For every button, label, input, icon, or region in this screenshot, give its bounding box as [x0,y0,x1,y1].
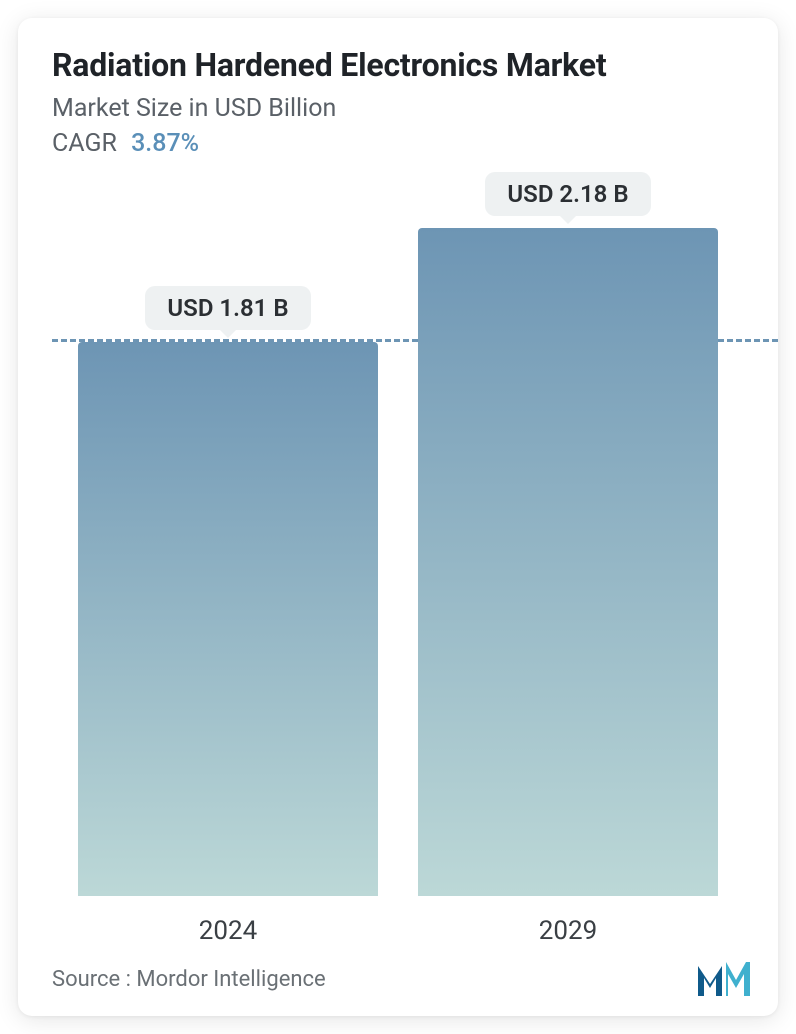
mordor-logo-icon [696,960,752,998]
chart-card: Radiation Hardened Electronics Market Ma… [18,18,778,1016]
cagr-label: CAGR [52,129,117,158]
value-pill-0: USD 1.81 B [145,286,310,330]
bar-slot-0: USD 1.81 B [78,228,378,896]
chart-area: USD 1.81 B USD 2.18 B [18,228,778,896]
chart-title: Radiation Hardened Electronics Market [18,46,778,94]
source-text: Source : Mordor Intelligence [52,967,326,992]
value-pill-1: USD 2.18 B [485,172,650,216]
chart-subtitle: Market Size in USD Billion [18,94,778,129]
x-label-1: 2029 [418,916,718,946]
x-axis-labels: 2024 2029 [18,916,778,946]
bar-0 [78,342,378,896]
chart-footer: Source : Mordor Intelligence [52,960,752,998]
x-label-0: 2024 [78,916,378,946]
cagr-value: 3.87% [131,129,199,158]
cagr-row: CAGR 3.87% [18,129,778,158]
bar-slot-1: USD 2.18 B [418,228,718,896]
source-prefix: Source : [52,967,136,992]
bars-container: USD 1.81 B USD 2.18 B [18,228,778,896]
source-name: Mordor Intelligence [136,967,325,992]
bar-1 [418,228,718,896]
